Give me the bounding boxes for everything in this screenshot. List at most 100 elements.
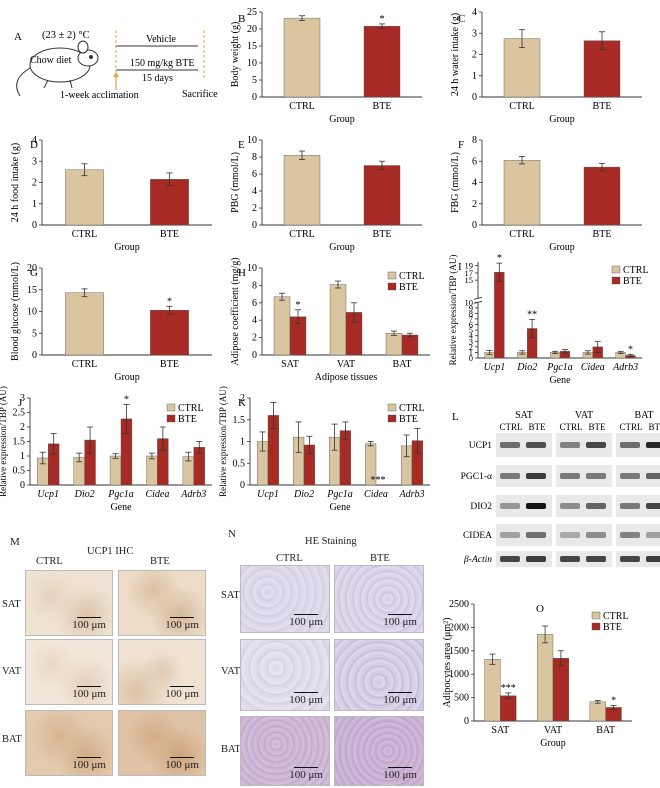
y-tick-label: 2: [252, 203, 257, 214]
legend-swatch-ctrl: [611, 265, 621, 274]
he-row-bat: BAT: [221, 744, 241, 755]
x-tick-label: CTRL: [509, 229, 535, 240]
bar: [503, 159, 541, 226]
scale-label: 100 μm: [289, 694, 323, 706]
blot-band: [560, 442, 580, 448]
blot-band: [586, 532, 606, 538]
blot-band: [500, 556, 520, 562]
y-tick-label: 1.5: [233, 415, 246, 426]
blot-band: [526, 532, 546, 538]
he-vat-bte-image: 100 μm: [334, 639, 424, 711]
y-tick-label: 2: [32, 178, 37, 189]
bar: [500, 695, 517, 722]
x-tick-label: Dio2: [516, 362, 537, 373]
days-label: 15 days: [142, 73, 173, 84]
he-col-ctrl: CTRL: [276, 553, 303, 564]
panel-letter-k: K: [238, 397, 246, 409]
y-tick-label: 4: [32, 135, 37, 146]
chart-b: B 0 5 10 15 20 25 Body weight (g) CTRL * BTE Group: [230, 7, 422, 125]
x-tick-label: Adrb3: [612, 362, 638, 373]
blot-band: [526, 503, 546, 509]
x-tick-label: Ucp1: [257, 489, 279, 500]
y-tick-label: 25: [247, 7, 257, 18]
y-axis-label: Blood glucose (mmol/L): [10, 262, 21, 361]
blot-strip: [556, 465, 612, 487]
chart-g: G 0 5 10 15 20 Blood glucose (mmol/L) CTRL * BTE G…: [10, 262, 212, 383]
blot-band: [560, 532, 580, 538]
y-tick-label: 15: [27, 285, 37, 296]
x-axis-label: Group: [329, 114, 355, 125]
bar: [283, 17, 321, 98]
y-axis-label: Adipocytes area (μm²): [442, 618, 453, 708]
y-tick-label: 0: [464, 716, 469, 727]
x-tick-label: BTE: [593, 229, 612, 240]
blot-band: [646, 532, 660, 538]
bar: [363, 165, 401, 226]
x-axis-label: Group: [540, 738, 566, 749]
significance-label: *: [497, 253, 502, 264]
y-axis-label: Relative expression/TBP (AU): [0, 386, 8, 497]
blot-band: [620, 532, 640, 538]
panel-letter-e: E: [238, 139, 245, 151]
y-tick-label: 0: [20, 480, 25, 491]
x-tick-label: Pgc1a: [107, 489, 134, 500]
y-tick-label: 2500: [449, 599, 469, 610]
bar: [494, 271, 505, 359]
significance-label: *: [611, 696, 616, 707]
legend-label-ctrl: CTRL: [399, 403, 425, 414]
y-tick-label: 15: [247, 41, 257, 52]
x-tick-label: CTRL: [289, 229, 315, 240]
y-axis-label: Body weight (g): [230, 22, 241, 88]
blot-band: [646, 556, 660, 562]
scale-bar: 100 μm: [165, 685, 199, 700]
y-axis-label: Adipose coefficient (mg/g): [230, 257, 241, 365]
blot-band: [586, 473, 606, 479]
blot-band: [646, 442, 660, 448]
x-tick-label: BTE: [593, 101, 612, 112]
bar: [385, 333, 403, 356]
blot-strip: [496, 465, 552, 487]
legend-swatch-ctrl: [166, 403, 176, 412]
he-sat-ctrl-image: 100 μm: [240, 565, 330, 633]
y-tick-label: 8: [472, 135, 477, 146]
bar: [401, 334, 419, 356]
blot-lane-label: BTE: [589, 422, 607, 432]
scale-label: 100 μm: [383, 694, 417, 706]
significance-label: ***: [501, 683, 516, 694]
y-tick-label: 0: [32, 350, 37, 361]
y-tick-label: 6: [252, 169, 257, 180]
y-tick-label: 2: [472, 199, 477, 210]
y-tick-label: 0: [469, 353, 473, 363]
blot-strip: [556, 495, 612, 517]
blot-band: [620, 503, 640, 509]
panel-letter-d: D: [30, 139, 38, 151]
y-tick-label: 3: [32, 156, 37, 167]
scale-bar: 100 μm: [289, 613, 323, 628]
x-axis-label: Gene: [110, 502, 132, 513]
blot-lane-label: BTE: [529, 422, 547, 432]
y-tick-label: 0: [252, 92, 257, 103]
legend-swatch-ctrl: [387, 271, 397, 280]
ihc-bat-ctrl-image: 100 μm: [25, 710, 113, 776]
x-axis-label: Group: [114, 242, 140, 253]
he-bat-bte-image: 100 μm: [334, 716, 424, 786]
legend-label-ctrl: CTRL: [603, 611, 629, 622]
panel-letter-m: M: [10, 536, 20, 548]
significance-label: *: [296, 300, 301, 311]
y-tick-label: 0: [252, 350, 257, 361]
significance-label: ***: [371, 475, 386, 486]
bar: [65, 169, 104, 226]
significance-label: *: [124, 394, 129, 405]
ihc-vat-ctrl-image: 100 μm: [25, 639, 113, 705]
scale-bar: 100 μm: [72, 756, 106, 771]
y-tick-label: 0: [32, 220, 37, 231]
y-tick-label: 20: [247, 24, 257, 35]
x-tick-label: SAT: [281, 359, 299, 370]
blot-band: [500, 473, 520, 479]
x-axis-label: Group: [329, 242, 355, 253]
x-tick-label: VAT: [337, 359, 355, 370]
y-tick-label: 2: [20, 422, 25, 433]
blot-protein-label: UCP1: [469, 441, 492, 451]
